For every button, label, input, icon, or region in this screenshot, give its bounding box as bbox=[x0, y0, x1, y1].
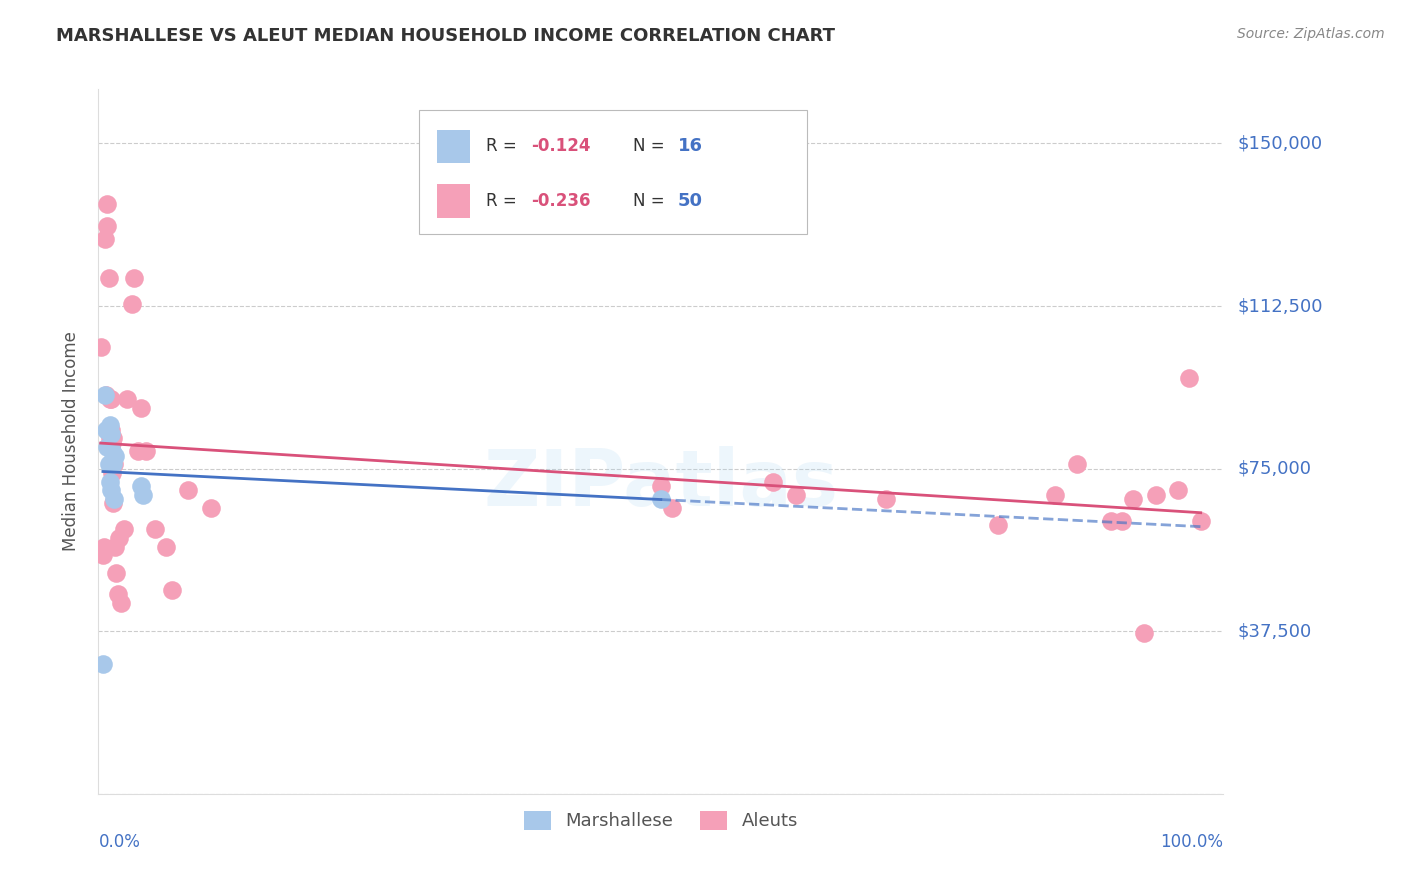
Point bbox=[200, 500, 222, 515]
Point bbox=[127, 444, 149, 458]
Point bbox=[650, 479, 672, 493]
Point bbox=[96, 388, 118, 402]
Point bbox=[112, 522, 135, 536]
Point bbox=[97, 458, 120, 472]
Text: -0.236: -0.236 bbox=[531, 192, 591, 211]
Point bbox=[96, 440, 118, 454]
Point bbox=[98, 475, 121, 489]
Point bbox=[90, 340, 112, 354]
Text: Source: ZipAtlas.com: Source: ZipAtlas.com bbox=[1237, 27, 1385, 41]
Point bbox=[91, 549, 114, 563]
Point bbox=[1167, 483, 1189, 498]
Point bbox=[129, 401, 152, 415]
Point bbox=[94, 232, 117, 246]
Point bbox=[155, 540, 177, 554]
Point bbox=[987, 518, 1010, 533]
Point bbox=[100, 392, 122, 407]
Point bbox=[1144, 488, 1167, 502]
Point bbox=[650, 491, 672, 506]
Point bbox=[661, 500, 683, 515]
Point bbox=[1066, 458, 1088, 472]
Y-axis label: Median Household Income: Median Household Income bbox=[62, 332, 80, 551]
Point bbox=[1111, 514, 1133, 528]
Point bbox=[103, 491, 125, 506]
Point bbox=[101, 431, 124, 445]
Point bbox=[107, 531, 129, 545]
Point bbox=[101, 458, 124, 472]
Point bbox=[1099, 514, 1122, 528]
Point bbox=[1043, 488, 1066, 502]
Text: -0.124: -0.124 bbox=[531, 137, 591, 155]
Point bbox=[121, 297, 143, 311]
Text: $37,500: $37,500 bbox=[1237, 623, 1312, 640]
FancyBboxPatch shape bbox=[437, 129, 470, 163]
Point bbox=[101, 496, 124, 510]
Point bbox=[98, 431, 121, 445]
Point bbox=[785, 488, 807, 502]
Point bbox=[875, 491, 897, 506]
Point bbox=[135, 444, 157, 458]
Point bbox=[103, 458, 125, 472]
Point bbox=[105, 566, 128, 580]
Point bbox=[96, 423, 118, 437]
Point bbox=[101, 466, 124, 480]
Text: $75,000: $75,000 bbox=[1237, 459, 1312, 477]
Text: 16: 16 bbox=[678, 137, 703, 155]
Point bbox=[124, 270, 146, 285]
Point bbox=[101, 435, 124, 450]
Text: N =: N = bbox=[633, 192, 669, 211]
Text: R =: R = bbox=[486, 137, 523, 155]
Point bbox=[1122, 491, 1144, 506]
Text: 50: 50 bbox=[678, 192, 703, 211]
Point bbox=[104, 449, 127, 463]
Point bbox=[115, 392, 138, 407]
Point bbox=[93, 540, 115, 554]
Point bbox=[1178, 370, 1201, 384]
FancyBboxPatch shape bbox=[437, 184, 470, 218]
Point bbox=[98, 418, 121, 433]
Point bbox=[91, 657, 114, 671]
Text: N =: N = bbox=[633, 137, 669, 155]
Point bbox=[94, 388, 117, 402]
Point bbox=[110, 596, 132, 610]
Point bbox=[96, 219, 118, 233]
Point bbox=[129, 479, 152, 493]
Point bbox=[101, 444, 124, 458]
Point bbox=[107, 587, 129, 601]
Point bbox=[1189, 514, 1212, 528]
Point bbox=[96, 197, 118, 211]
Point bbox=[100, 426, 122, 441]
Text: MARSHALLESE VS ALEUT MEDIAN HOUSEHOLD INCOME CORRELATION CHART: MARSHALLESE VS ALEUT MEDIAN HOUSEHOLD IN… bbox=[56, 27, 835, 45]
Point bbox=[97, 270, 120, 285]
Point bbox=[100, 483, 122, 498]
Point bbox=[1133, 626, 1156, 640]
Text: $150,000: $150,000 bbox=[1237, 135, 1322, 153]
Legend: Marshallese, Aleuts: Marshallese, Aleuts bbox=[516, 804, 806, 838]
Text: $112,500: $112,500 bbox=[1237, 297, 1323, 315]
Point bbox=[177, 483, 200, 498]
Point bbox=[143, 522, 166, 536]
Text: 0.0%: 0.0% bbox=[98, 833, 141, 851]
Text: R =: R = bbox=[486, 192, 523, 211]
Point bbox=[100, 423, 122, 437]
Text: ZIPatlas: ZIPatlas bbox=[484, 446, 838, 522]
Point bbox=[132, 488, 155, 502]
Text: 100.0%: 100.0% bbox=[1160, 833, 1223, 851]
Point bbox=[762, 475, 785, 489]
Point bbox=[98, 392, 121, 407]
Point bbox=[160, 583, 183, 598]
FancyBboxPatch shape bbox=[419, 111, 807, 234]
Point bbox=[104, 540, 127, 554]
